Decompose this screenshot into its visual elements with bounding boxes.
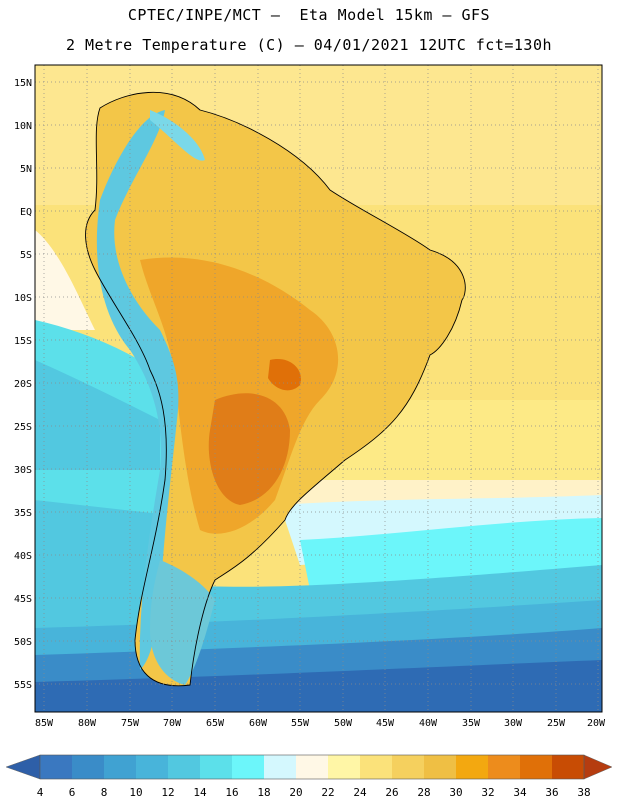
colorbar-frame xyxy=(39,754,585,780)
lat-label: 10S xyxy=(14,293,32,304)
lon-label: 25W xyxy=(547,718,566,729)
colorbar-low-arrow xyxy=(5,754,41,780)
colorbar-swatch xyxy=(168,755,201,779)
lat-label: 10N xyxy=(14,121,32,132)
colorbar-swatch xyxy=(40,755,73,779)
colorbar-label: 20 xyxy=(289,786,302,799)
colorbar-label: 18 xyxy=(257,786,270,799)
lat-label: 45S xyxy=(14,594,32,605)
coastline xyxy=(85,91,466,687)
colorbar: 4 6 8 10 12 14 16 18 20 22 24 26 28 30 32 34 36 38 xyxy=(5,754,613,799)
lon-label: 75W xyxy=(121,718,140,729)
graticule xyxy=(35,65,602,712)
map-frame xyxy=(34,64,603,713)
lat-label: 15N xyxy=(14,78,32,89)
colorbar-label: 8 xyxy=(101,786,108,799)
colorbar-label: 28 xyxy=(417,786,430,799)
lon-label: 85W xyxy=(35,718,54,729)
colorbar-swatch xyxy=(200,755,233,779)
hot-spot-north xyxy=(268,359,301,391)
colorbar-label: 26 xyxy=(385,786,398,799)
venezuelan-andes xyxy=(150,110,205,161)
temperature-field xyxy=(35,65,602,712)
lon-label: 30W xyxy=(504,718,523,729)
colorbar-swatch xyxy=(136,755,169,779)
lon-label: 65W xyxy=(206,718,225,729)
colorbar-high-arrow xyxy=(583,754,613,780)
colorbar-swatch xyxy=(104,755,137,779)
colorbar-label: 24 xyxy=(353,786,367,799)
colorbar-label: 16 xyxy=(225,786,238,799)
colorbar-swatch xyxy=(488,755,521,779)
hottest-core xyxy=(208,393,290,505)
colorbar-swatch xyxy=(328,755,361,779)
longitude-labels: 85W 80W 75W 70W 65W 60W 55W 50W 45W 40W … xyxy=(35,718,606,729)
lat-label: 5S xyxy=(20,250,32,261)
pacific-12-zone xyxy=(35,360,160,470)
colorbar-swatch xyxy=(456,755,489,779)
colorbar-swatch xyxy=(72,755,105,779)
lat-label: 25S xyxy=(14,422,32,433)
colorbar-swatch xyxy=(552,755,585,779)
lat-label: 35S xyxy=(14,508,32,519)
colorbar-label: 32 xyxy=(481,786,494,799)
south-6-band xyxy=(35,660,602,712)
map-title-line2: 2 Metre Temperature (C) – 04/01/2021 12U… xyxy=(65,36,553,54)
lat-label: 50S xyxy=(14,637,32,648)
lon-label: 60W xyxy=(249,718,268,729)
andes-cool-strip xyxy=(96,110,179,670)
lon-label: 40W xyxy=(419,718,438,729)
lat-label: 15S xyxy=(14,336,32,347)
pacific-south-12-zone xyxy=(35,500,170,600)
lon-label: 80W xyxy=(78,718,97,729)
lon-label: 45W xyxy=(376,718,395,729)
colorbar-label: 30 xyxy=(449,786,462,799)
colorbar-label: 22 xyxy=(321,786,334,799)
lat-label: 5N xyxy=(20,164,32,175)
lon-label: 70W xyxy=(163,718,182,729)
colorbar-swatch xyxy=(520,755,553,779)
patagonia xyxy=(150,560,215,685)
lon-label: 35W xyxy=(462,718,481,729)
colorbar-label: 4 xyxy=(37,786,44,799)
lat-label: 20S xyxy=(14,379,32,390)
map-title-line1: CPTEC/INPE/MCT – Eta Model 15km – GFS xyxy=(127,6,491,24)
colorbar-label: 14 xyxy=(193,786,207,799)
colorbar-swatch xyxy=(360,755,393,779)
lat-label: 30S xyxy=(14,465,32,476)
lat-label: EQ xyxy=(20,207,32,218)
colorbar-swatch xyxy=(264,755,297,779)
colorbar-label: 38 xyxy=(577,786,590,799)
latitude-labels: 15N 10N 5N EQ 5S 10S 15S 20S 25S 30S 35S… xyxy=(14,78,32,691)
colorbar-label: 6 xyxy=(69,786,76,799)
colorbar-swatch xyxy=(232,755,265,779)
lat-label: 40S xyxy=(14,551,32,562)
colorbar-swatch xyxy=(392,755,425,779)
colorbar-label: 36 xyxy=(545,786,558,799)
lon-label: 20W xyxy=(587,718,606,729)
colorbar-swatch xyxy=(296,755,329,779)
lon-label: 50W xyxy=(334,718,353,729)
colorbar-label: 34 xyxy=(513,786,527,799)
colorbar-swatch xyxy=(424,755,457,779)
lon-label: 55W xyxy=(291,718,310,729)
colorbar-label: 12 xyxy=(161,786,174,799)
lat-label: 55S xyxy=(14,680,32,691)
pacific-cool-patch xyxy=(35,230,95,330)
colorbar-label: 10 xyxy=(129,786,142,799)
